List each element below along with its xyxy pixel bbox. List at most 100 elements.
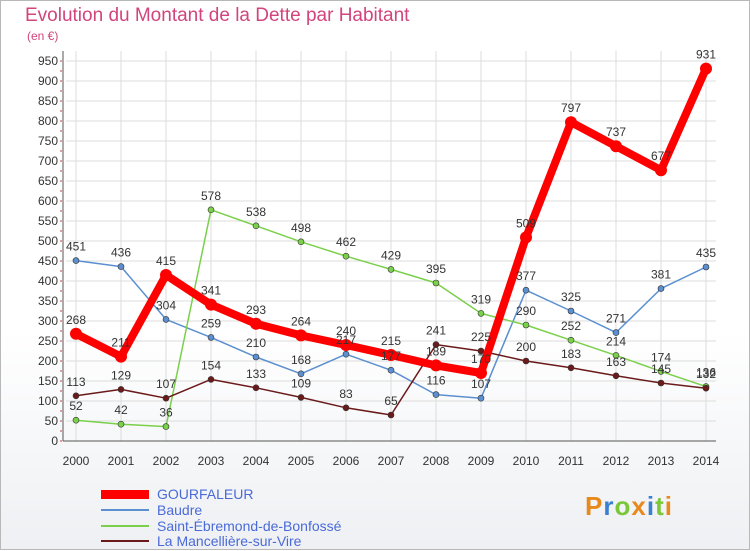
data-label: 677 [651, 149, 671, 163]
y-tick-label: 350 [38, 294, 58, 308]
series-1 [72, 257, 710, 402]
proxiti-logo: Proxiti [585, 491, 673, 522]
series-group [70, 62, 712, 430]
y-minor-tick [60, 250, 62, 252]
data-label: 65 [384, 394, 398, 408]
data-label: 177 [381, 349, 401, 363]
data-label: 36 [159, 406, 173, 420]
series-3 [72, 341, 710, 419]
data-point [565, 116, 577, 129]
data-label: 429 [381, 248, 401, 262]
data-label: 225 [471, 330, 491, 344]
data-label: 436 [111, 246, 131, 260]
data-point [610, 140, 622, 153]
data-label: 116 [426, 374, 445, 388]
y-minor-tick [60, 310, 62, 312]
data-point [655, 164, 667, 177]
data-label: 737 [606, 125, 626, 139]
data-label: 200 [516, 340, 536, 354]
x-tick-label: 2003 [198, 454, 225, 468]
y-minor-tick [60, 330, 62, 332]
data-label: 241 [426, 324, 446, 338]
y-minor-tick [60, 360, 62, 362]
y-minor-tick [60, 340, 62, 342]
logo-letter: x [631, 491, 647, 521]
data-point [252, 353, 260, 361]
data-label: 168 [291, 353, 311, 367]
y-minor-tick [60, 120, 62, 122]
data-point [522, 357, 530, 365]
y-minor-tick [60, 70, 62, 72]
data-label: 268 [66, 313, 86, 327]
data-point [477, 310, 485, 317]
data-point [700, 62, 712, 75]
y-minor-tick [60, 260, 62, 262]
data-label: 154 [201, 358, 221, 372]
data-point [117, 386, 125, 393]
x-tick-label: 2001 [108, 454, 135, 468]
logo-letter: t [655, 491, 665, 521]
x-tick-label: 2006 [333, 454, 360, 468]
y-minor-tick [60, 280, 62, 282]
y-tick-label: 250 [38, 334, 58, 348]
chart-title: Evolution du Montant de la Dette par Hab… [25, 5, 410, 26]
data-point [567, 336, 575, 344]
data-label: 170 [471, 352, 491, 366]
data-label: 145 [651, 362, 671, 376]
data-point [430, 359, 442, 372]
data-label: 252 [561, 319, 581, 333]
data-label: 377 [516, 269, 536, 283]
data-label: 136 [696, 366, 716, 380]
data-point [387, 266, 395, 273]
data-label: 509 [516, 216, 536, 230]
data-point [252, 384, 260, 392]
y-minor-tick [60, 220, 62, 222]
data-label: 210 [246, 336, 266, 350]
series-0 [70, 62, 712, 379]
data-label: 129 [111, 368, 131, 382]
data-point [162, 423, 170, 430]
data-point [657, 285, 665, 292]
y-tick-label: 800 [38, 114, 58, 128]
data-label: 462 [336, 235, 356, 249]
data-label: 133 [246, 367, 266, 381]
data-point [70, 327, 82, 340]
y-minor-tick [60, 110, 62, 112]
data-point [205, 298, 217, 311]
y-minor-tick [60, 210, 62, 212]
x-tick-label: 2000 [63, 454, 90, 468]
data-label: 240 [336, 324, 356, 338]
data-label: 578 [201, 189, 221, 203]
y-minor-tick [60, 90, 62, 92]
y-minor-tick [60, 270, 62, 272]
data-point [612, 352, 620, 359]
data-point [702, 384, 710, 392]
y-tick-label: 200 [38, 354, 58, 368]
y-minor-tick [60, 400, 62, 402]
data-point [612, 329, 620, 336]
y-tick-label: 950 [38, 54, 58, 68]
data-label: 42 [114, 403, 128, 417]
y-minor-tick [60, 440, 62, 442]
y-minor-tick [60, 350, 62, 352]
y-tick-label: 600 [38, 194, 58, 208]
data-label: 264 [291, 314, 311, 328]
legend-swatch [101, 489, 149, 499]
y-minor-tick [60, 380, 62, 382]
data-point [160, 269, 172, 281]
data-point [522, 321, 530, 329]
y-tick-label: 400 [38, 274, 58, 288]
data-point [702, 263, 710, 271]
data-label: 271 [606, 312, 626, 326]
legend-swatch [101, 509, 149, 511]
data-label: 395 [426, 262, 446, 276]
data-point [117, 263, 125, 270]
data-point [340, 339, 352, 351]
grid [66, 51, 716, 442]
data-point [162, 394, 170, 402]
data-point [475, 367, 487, 379]
y-tick-label: 50 [45, 414, 59, 428]
data-point [477, 394, 485, 402]
